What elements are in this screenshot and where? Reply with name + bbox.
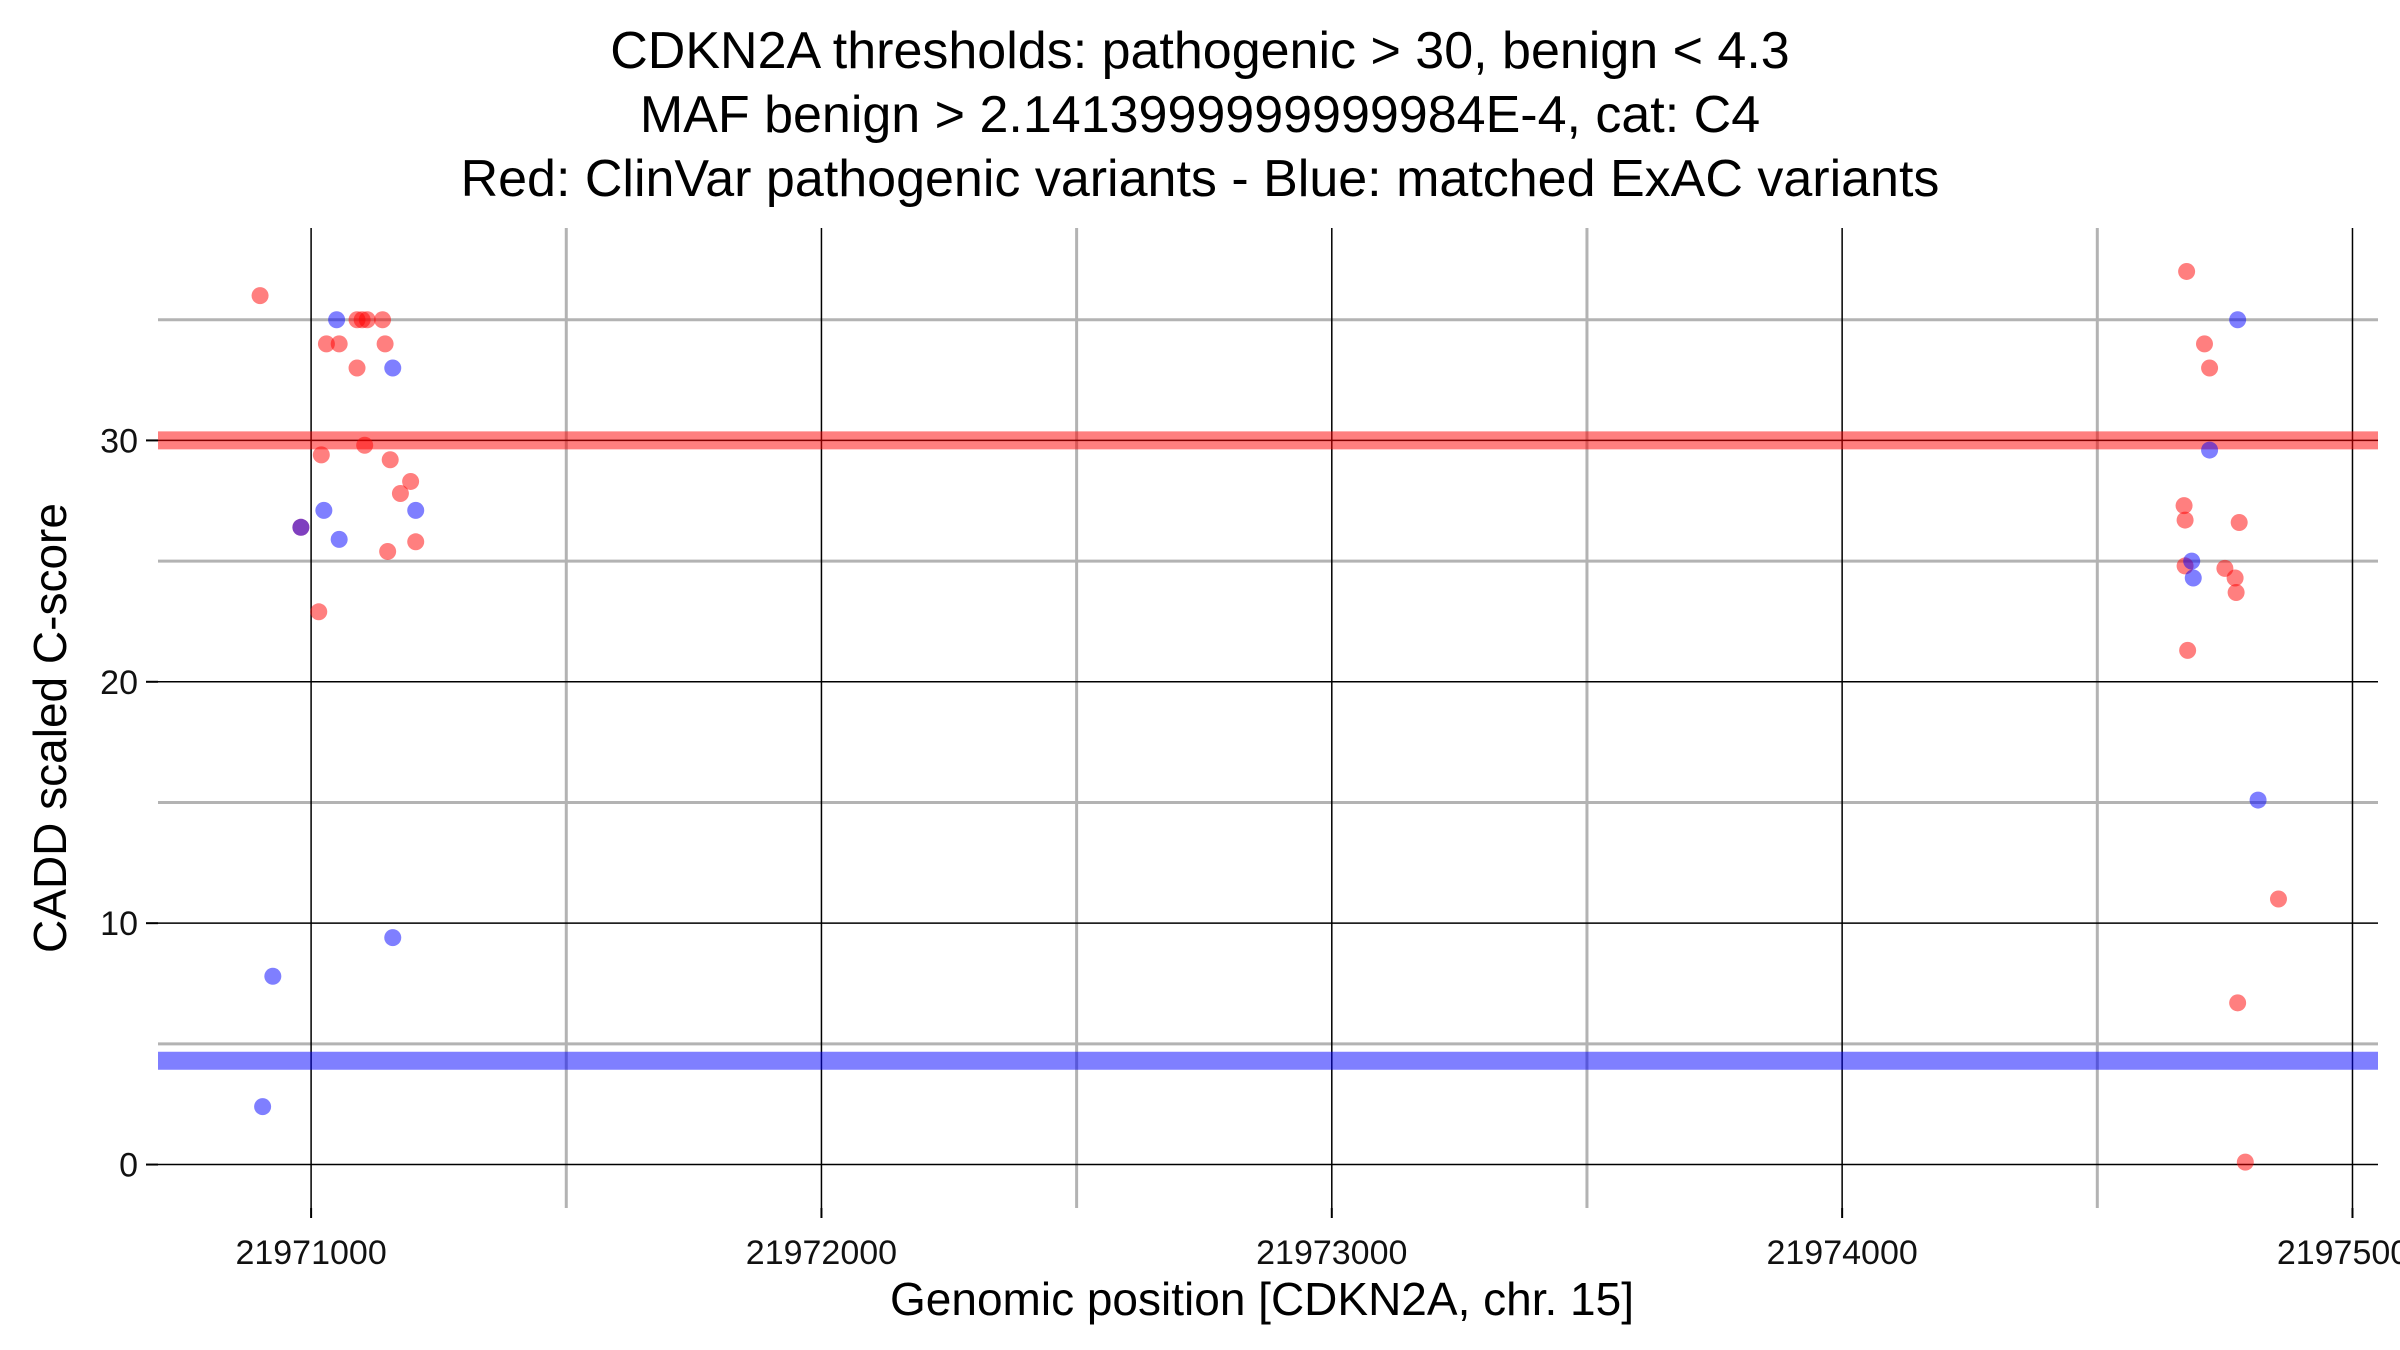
data-point xyxy=(358,311,376,329)
data-point xyxy=(2201,359,2219,377)
data-point xyxy=(374,311,392,329)
data-point xyxy=(384,929,402,947)
data-point xyxy=(2236,1153,2254,1171)
data-point xyxy=(2179,641,2197,659)
data-point xyxy=(381,451,399,469)
data-point xyxy=(356,436,374,454)
data-point xyxy=(2269,890,2287,908)
x-tick-label: 21973000 xyxy=(1256,1234,1407,1272)
data-point xyxy=(312,446,330,464)
data-point xyxy=(391,485,409,503)
data-point xyxy=(402,472,420,490)
data-point xyxy=(2226,569,2244,587)
data-point xyxy=(2201,441,2219,459)
y-axis-label: CADD scaled C-score xyxy=(24,503,76,953)
data-point xyxy=(251,287,269,305)
data-point xyxy=(407,533,425,551)
data-point xyxy=(2178,262,2196,280)
x-tick-label: 21971000 xyxy=(235,1234,386,1272)
y-tick-label: 30 xyxy=(100,422,138,460)
y-tick-label: 10 xyxy=(100,905,138,943)
chart-title-line-2: MAF benign > 2.1413999999999984E-4, cat:… xyxy=(640,86,1760,144)
points-layer xyxy=(251,262,2287,1171)
data-point xyxy=(310,603,328,621)
series-clinvar-pathogenic xyxy=(251,262,2287,1171)
data-point xyxy=(292,518,310,536)
data-point xyxy=(2195,335,2213,353)
data-point xyxy=(330,335,348,353)
x-tick-label: 21974000 xyxy=(1766,1234,1917,1272)
chart-title-line-1: CDKN2A thresholds: pathogenic > 30, beni… xyxy=(610,22,1789,80)
data-point xyxy=(2176,511,2194,529)
data-point xyxy=(2184,569,2202,587)
data-point xyxy=(254,1098,272,1116)
data-point xyxy=(2230,513,2248,531)
x-tick-label: 21972000 xyxy=(746,1234,897,1272)
data-point xyxy=(315,501,333,519)
series-exac-matched xyxy=(254,311,2267,1116)
data-point xyxy=(2227,583,2245,601)
data-point xyxy=(330,530,348,548)
data-point xyxy=(407,501,425,519)
data-point xyxy=(2249,791,2267,809)
data-point xyxy=(2229,994,2247,1012)
chart-title-line-3: Red: ClinVar pathogenic variants - Blue:… xyxy=(461,150,1940,208)
data-point xyxy=(348,359,366,377)
data-point xyxy=(376,335,394,353)
data-point xyxy=(2229,311,2247,329)
data-point xyxy=(328,311,346,329)
axis-layer: 21971000 21972000 21973000 21974000 2197500 0… xyxy=(100,422,2400,1272)
threshold-layer xyxy=(158,431,2378,1070)
x-axis-label: Genomic position [CDKN2A, chr. 15] xyxy=(890,1273,1634,1325)
data-point xyxy=(2175,497,2193,515)
y-tick-label: 0 xyxy=(119,1147,138,1185)
data-point xyxy=(264,967,282,985)
y-tick-label: 20 xyxy=(100,664,138,702)
data-point xyxy=(2183,552,2201,570)
data-point xyxy=(317,335,335,353)
data-point xyxy=(384,359,402,377)
data-point xyxy=(379,542,397,560)
